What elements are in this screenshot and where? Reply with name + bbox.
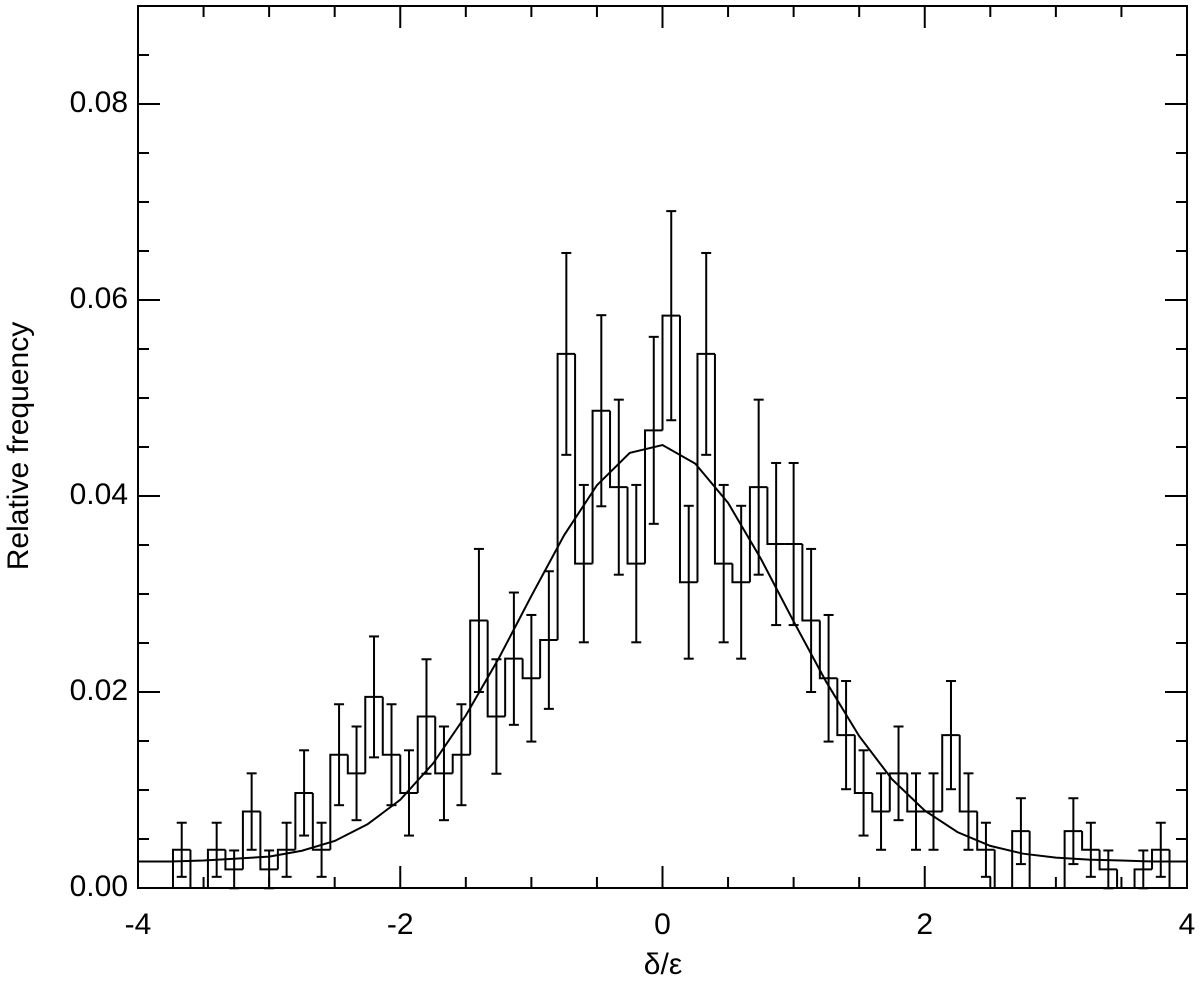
histogram-bin	[294, 791, 313, 850]
histogram-bin	[993, 849, 1013, 889]
histogram-bin	[521, 658, 541, 680]
y-tick-label: 0.00	[70, 870, 128, 903]
histogram-bin	[399, 754, 418, 794]
x-tick-label: 0	[654, 908, 671, 941]
x-tick-label: -2	[387, 908, 414, 941]
histogram-bin	[171, 848, 191, 888]
histogram-bin	[1028, 831, 1048, 889]
y-tick-label: 0.02	[70, 674, 128, 707]
histogram-bin	[1098, 849, 1118, 871]
histogram-bin	[504, 657, 523, 717]
y-axis-label: Relative frequency	[2, 322, 35, 570]
histogram-bin	[1151, 848, 1170, 870]
histogram-bin	[801, 544, 820, 622]
histogram-bin	[836, 678, 855, 737]
histogram-bin	[346, 754, 366, 775]
histogram-bin	[206, 848, 226, 888]
histogram-bin	[678, 315, 698, 584]
y-tick-label: 0.08	[70, 86, 128, 119]
histogram-bin	[888, 772, 908, 812]
histogram-bin	[871, 792, 890, 813]
histogram-bin	[958, 735, 978, 813]
histogram-bin	[976, 811, 995, 851]
histogram-bin	[451, 753, 471, 774]
histogram-bin	[941, 734, 960, 812]
histogram-bin	[609, 410, 628, 489]
x-tick-label: -4	[125, 908, 152, 941]
histogram-bin	[189, 849, 208, 889]
histogram-bin	[311, 792, 331, 851]
histogram-bin	[329, 753, 348, 850]
histogram-bin	[1116, 869, 1135, 889]
histogram-bin	[241, 810, 261, 870]
histogram-bin	[748, 486, 768, 583]
histogram-bin	[906, 773, 925, 813]
histogram-bin	[486, 620, 506, 718]
histogram-bin	[539, 639, 558, 679]
fit-curve	[138, 443, 1187, 863]
histogram-bin	[713, 353, 733, 565]
histogram-bin	[469, 619, 488, 755]
histogram-bin	[591, 409, 611, 564]
histogram-bin	[696, 352, 715, 583]
histogram-bin	[1133, 868, 1153, 888]
histogram-bin	[1063, 830, 1083, 888]
y-tick-label: 0.06	[70, 282, 128, 315]
histogram-bin	[381, 696, 401, 756]
histogram-bin	[1168, 849, 1187, 889]
x-tick-label: 2	[916, 908, 933, 941]
x-axis-label: δ/ε	[644, 948, 682, 981]
histogram-bin	[818, 620, 838, 680]
histogram-bin	[434, 716, 453, 775]
histogram-bin	[731, 563, 750, 584]
histogram-bin	[1011, 830, 1030, 888]
histogram-bin	[766, 487, 785, 546]
x-tick-label: 4	[1179, 908, 1196, 941]
histogram-bin	[574, 353, 593, 565]
y-tick-label: 0.04	[70, 478, 128, 511]
histogram-bin	[276, 848, 296, 870]
histogram-bin	[259, 811, 278, 871]
histogram-bin	[556, 352, 576, 641]
histogram-bin	[1081, 831, 1100, 851]
histogram-bin	[224, 849, 243, 871]
histogram-bin	[661, 314, 680, 431]
histogram-bin	[416, 715, 436, 793]
plot-frame	[137, 5, 1188, 889]
histogram-bin	[644, 429, 663, 564]
histogram-bin	[364, 695, 383, 774]
histogram-bin	[853, 735, 873, 794]
histogram-bin	[626, 487, 646, 565]
